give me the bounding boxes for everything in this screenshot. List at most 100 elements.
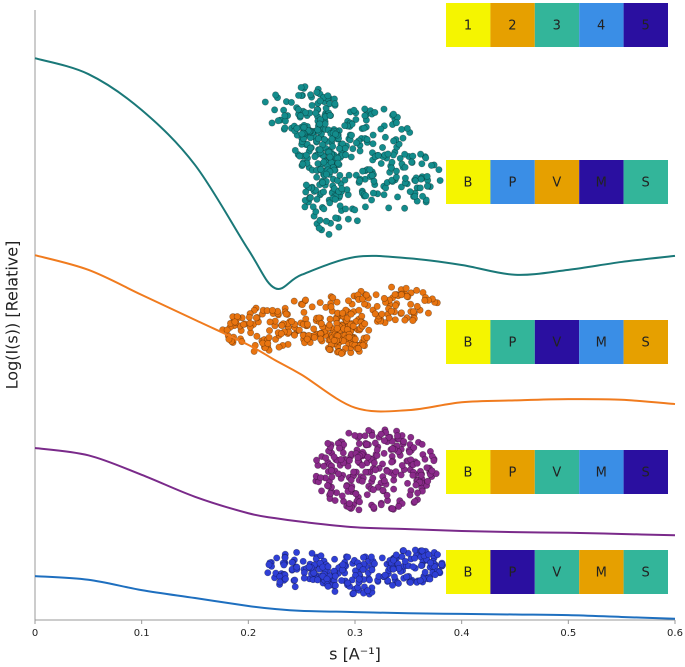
- curve: [34, 254, 676, 413]
- molecule-atom: [301, 203, 309, 211]
- molecule-atom: [312, 109, 320, 117]
- molecule-atom: [426, 575, 434, 583]
- molecule-atom: [282, 575, 290, 583]
- molecule-atom: [392, 173, 400, 181]
- molecule-atom: [320, 205, 328, 213]
- curve: [34, 57, 676, 290]
- molecule-atom: [339, 561, 347, 569]
- molecule-atom: [406, 579, 414, 587]
- color-key-label: V: [552, 466, 561, 481]
- molecule-atom: [402, 284, 410, 292]
- molecule-atom: [368, 432, 376, 440]
- molecule-atom: [398, 461, 406, 469]
- molecule-atom: [314, 160, 322, 168]
- molecule-atom: [383, 491, 391, 499]
- molecule-atom: [352, 490, 360, 498]
- molecule-atom: [373, 302, 381, 310]
- molecule-atom: [401, 557, 409, 565]
- color-key-cell: [534, 450, 580, 494]
- molecule-atom: [435, 166, 443, 174]
- molecule-atom: [342, 151, 350, 159]
- molecule-atom: [366, 576, 374, 584]
- molecule-atom: [383, 467, 391, 475]
- x-tick-label: 0.3: [347, 628, 363, 639]
- molecule-atom: [300, 308, 308, 316]
- molecule-atom: [315, 224, 323, 232]
- molecule-atom: [363, 136, 371, 144]
- molecule-atom: [303, 320, 311, 328]
- molecule-atom: [390, 556, 398, 564]
- molecule-atom: [302, 296, 310, 304]
- color-key-cell: [579, 450, 624, 494]
- molecule-atom: [319, 179, 327, 187]
- molecule-atom: [322, 170, 330, 178]
- molecule-atom: [414, 489, 422, 497]
- molecule-atom: [310, 569, 318, 577]
- molecule-atom: [365, 426, 373, 434]
- molecule-atom: [333, 298, 341, 306]
- molecule-atom: [306, 144, 314, 152]
- molecule-atom: [369, 131, 377, 139]
- molecule-atom: [368, 196, 376, 204]
- molecule-atom: [401, 163, 409, 171]
- molecule-atom: [308, 549, 316, 557]
- molecule-atom: [392, 551, 400, 559]
- x-tick-label: 0.4: [454, 628, 470, 639]
- molecule-atom: [390, 485, 398, 493]
- molecule-atom: [412, 481, 420, 489]
- molecule-atom: [345, 429, 353, 437]
- molecule-atom: [418, 160, 426, 168]
- molecule-atom: [358, 461, 366, 469]
- molecule-atom: [349, 322, 357, 330]
- molecule-atom: [400, 437, 408, 445]
- molecule-atom: [395, 140, 403, 148]
- molecule-atom: [391, 316, 399, 324]
- molecule-atom: [371, 466, 379, 474]
- molecule-atom: [313, 173, 321, 181]
- molecule-atom: [416, 577, 424, 585]
- molecule-atom: [290, 297, 298, 305]
- molecule-atom: [421, 455, 429, 463]
- molecule-atom: [392, 302, 400, 310]
- molecule-atom: [342, 205, 350, 213]
- molecule-atom: [380, 294, 388, 302]
- molecule-atom: [385, 204, 393, 212]
- molecule-atom: [296, 152, 304, 160]
- molecule-atom: [344, 297, 352, 305]
- molecule-atom: [306, 194, 314, 202]
- color-key-cell: [446, 160, 491, 204]
- molecule-atom: [246, 319, 254, 327]
- molecule-atom: [278, 321, 286, 329]
- color-key-cell: [534, 160, 580, 204]
- molecule-atom: [302, 151, 310, 159]
- molecule-atom: [343, 314, 351, 322]
- molecule-atom: [388, 581, 396, 589]
- molecule-atom: [298, 301, 306, 309]
- molecule-atom: [329, 142, 337, 150]
- molecule-atom: [419, 192, 427, 200]
- molecule-atom: [413, 286, 421, 294]
- molecule-atom: [359, 554, 367, 562]
- molecule-atom: [316, 299, 324, 307]
- molecule-atom: [318, 487, 326, 495]
- color-key-cell: [446, 320, 491, 364]
- molecule-atom: [314, 126, 322, 134]
- molecule-atom: [411, 498, 419, 506]
- molecule-atom: [297, 83, 305, 91]
- molecule-atom: [302, 181, 310, 189]
- molecule-atom: [390, 573, 398, 581]
- molecule-atom: [316, 146, 324, 154]
- molecule-atom: [371, 560, 379, 568]
- color-key-cell: [446, 550, 491, 594]
- molecule-atom: [338, 185, 346, 193]
- molecule-atom: [300, 123, 308, 131]
- molecule-atom: [413, 302, 421, 310]
- color-key-cell: [623, 450, 668, 494]
- molecule-atom: [417, 562, 425, 570]
- molecule-atom: [344, 579, 352, 587]
- molecule-atom: [418, 440, 426, 448]
- color-key-cell: [623, 550, 668, 594]
- molecule-atom: [293, 124, 301, 132]
- molecule-atom: [317, 335, 325, 343]
- molecule-atom: [406, 491, 414, 499]
